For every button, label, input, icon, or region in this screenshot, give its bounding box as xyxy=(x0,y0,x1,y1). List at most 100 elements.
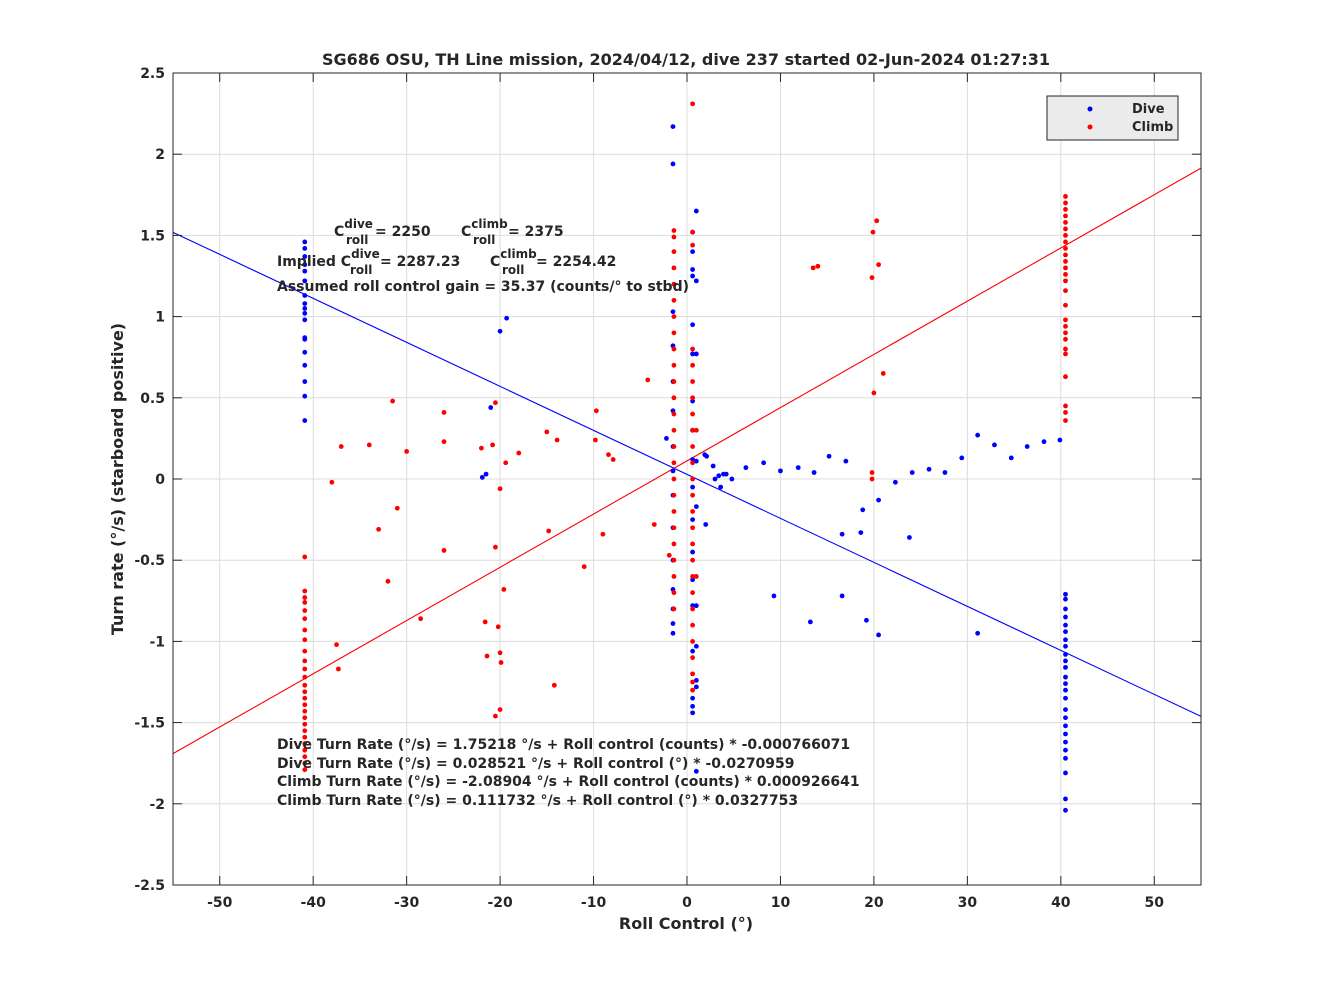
svg-text:Cclimb: Cclimb xyxy=(490,247,537,270)
dive-fit-line xyxy=(172,231,1202,717)
dive-point xyxy=(693,684,699,690)
climb-point xyxy=(671,281,677,287)
climb-point xyxy=(302,734,308,740)
implied-dive-value: = 2287.23 xyxy=(380,254,460,270)
climb-point xyxy=(404,448,410,454)
climb-point xyxy=(329,479,335,485)
climb-point xyxy=(1063,194,1068,199)
climb-point xyxy=(666,552,672,558)
dive-point xyxy=(743,465,749,471)
dive-point xyxy=(670,309,676,315)
climb-point xyxy=(302,637,308,643)
y-tick-label: -1 xyxy=(149,634,165,650)
climb-point xyxy=(302,767,308,773)
dive-point xyxy=(302,393,308,399)
dive-point xyxy=(710,463,716,469)
c-dive-subscript: roll xyxy=(346,233,368,247)
climb-point xyxy=(302,728,308,734)
climb-point xyxy=(482,619,488,625)
dive-point xyxy=(1063,614,1068,620)
climb-point xyxy=(302,666,308,672)
implied-dive-superscript: dive xyxy=(351,247,380,261)
climb-point xyxy=(1063,200,1068,206)
dive-point xyxy=(1063,695,1068,701)
climb-point xyxy=(490,442,496,448)
implied-climb-subscript: roll xyxy=(502,263,524,277)
climb-point xyxy=(690,679,696,685)
axis-ticks: -50 -40 -30 -20 -10 0 10 20 30 40 50-2.5-2-1.5-1-0… xyxy=(134,66,1201,911)
climb-point xyxy=(302,760,308,766)
climb-point xyxy=(671,395,677,401)
dive-point xyxy=(690,484,696,490)
c-climb-superscript: climb xyxy=(471,217,508,231)
svg-text:Implied Cdive: Implied Cdive xyxy=(277,247,380,270)
dive-point xyxy=(690,648,696,654)
implied-climb-value: = 2254.42 xyxy=(536,254,616,270)
climb-point xyxy=(645,377,651,383)
climb-point xyxy=(302,554,308,560)
climb-point xyxy=(441,548,447,553)
climb-point xyxy=(479,445,484,451)
dive-point xyxy=(858,530,864,535)
dive-point xyxy=(1063,606,1068,612)
climb-point xyxy=(334,642,339,648)
dive-point xyxy=(670,161,676,167)
dive-point xyxy=(302,262,308,268)
climb-point xyxy=(690,229,696,235)
climb-point xyxy=(493,400,498,406)
climb-point xyxy=(1063,418,1068,423)
y-tick-label: 0.5 xyxy=(140,391,165,407)
climb-point xyxy=(690,395,696,401)
climb-point xyxy=(302,595,308,600)
c-dive-symbol: C xyxy=(334,224,344,240)
x-tick-label: -20 xyxy=(487,895,513,911)
dive-point xyxy=(926,466,932,472)
dive-point xyxy=(839,593,845,599)
climb-point xyxy=(671,265,677,271)
climb-point xyxy=(1063,213,1068,219)
dive-point xyxy=(693,278,699,284)
equation-climb-degrees: Climb Turn Rate (°/s) = 0.111732 °/s + R… xyxy=(277,793,798,809)
x-tick-label: 30 xyxy=(958,895,978,911)
dive-point xyxy=(693,458,699,464)
y-tick-label: 2 xyxy=(155,147,165,163)
dive-point xyxy=(811,470,817,475)
climb-point xyxy=(1063,239,1068,245)
climb-point xyxy=(671,460,677,466)
climb-point xyxy=(338,444,344,449)
dive-point xyxy=(778,468,783,474)
dive-point xyxy=(302,268,308,274)
implied-climb-symbol: C xyxy=(490,254,500,270)
climb-point xyxy=(651,522,657,527)
dive-point xyxy=(1008,455,1014,461)
climb-point xyxy=(880,371,886,376)
dive-point xyxy=(1063,723,1068,729)
dive-point xyxy=(670,621,676,626)
climb-point xyxy=(869,275,875,281)
climb-point xyxy=(516,450,522,456)
dive-point xyxy=(670,630,676,636)
climb-point xyxy=(495,624,501,630)
c-roll-annotation: Cdive roll = 2250 Cclimb roll = 2375 xyxy=(334,217,564,247)
climb-point xyxy=(671,234,677,240)
x-tick-label: 20 xyxy=(864,895,884,911)
climb-point xyxy=(610,457,616,462)
dive-point xyxy=(693,677,699,683)
dive-point xyxy=(1063,658,1068,664)
dive-point xyxy=(690,351,696,357)
dive-point xyxy=(302,317,308,323)
dive-point xyxy=(761,460,767,466)
climb-point xyxy=(1063,410,1068,415)
climb-point xyxy=(874,218,880,224)
dive-point xyxy=(1063,715,1068,721)
climb-point xyxy=(690,639,696,644)
dive-point xyxy=(302,310,308,316)
svg-text:Cdive: Cdive xyxy=(334,217,373,240)
climb-point xyxy=(871,390,877,396)
implied-dive-subscript: roll xyxy=(350,263,372,277)
dive-point xyxy=(670,468,676,474)
dive-point xyxy=(975,432,981,438)
dive-point xyxy=(839,531,845,537)
dive-point xyxy=(1063,755,1068,761)
dive-point xyxy=(497,328,503,334)
